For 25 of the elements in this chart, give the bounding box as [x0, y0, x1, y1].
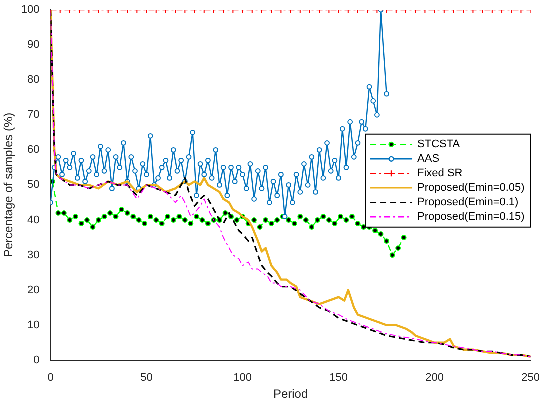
- y-tick-label: 0: [34, 354, 40, 366]
- y-tick-label: 20: [28, 284, 40, 296]
- legend-label: Fixed SR: [418, 168, 463, 180]
- legend-label: Proposed(Emin=0.1): [418, 196, 519, 209]
- y-tick-label: 60: [28, 144, 40, 156]
- y-tick-label: 90: [28, 39, 40, 52]
- y-tick-label: 40: [28, 214, 40, 226]
- legend-label: STCSTA: [418, 138, 461, 151]
- x-axis-title: Period: [273, 387, 308, 402]
- y-tick-label: 70: [28, 109, 40, 122]
- y-tick-label: 100: [21, 4, 40, 16]
- y-axis-title: Percentage of samples (%): [2, 112, 16, 258]
- x-tick-label: 250: [522, 372, 540, 384]
- x-tick-label: 200: [426, 372, 444, 384]
- y-tick-label: 10: [28, 319, 40, 332]
- x-tick-label: 100: [234, 372, 252, 384]
- y-tick-label: 30: [28, 249, 40, 262]
- x-tick-label: 0: [48, 372, 54, 384]
- legend-label: Proposed(Emin=0.05): [418, 182, 525, 194]
- legend-label: AAS: [418, 153, 440, 166]
- x-tick-label: 150: [330, 372, 348, 384]
- x-tick-label: 50: [140, 372, 153, 384]
- y-tick-label: 80: [28, 74, 40, 86]
- legend-label: Proposed(Emin=0.15): [418, 211, 525, 224]
- y-tick-label: 50: [28, 179, 40, 192]
